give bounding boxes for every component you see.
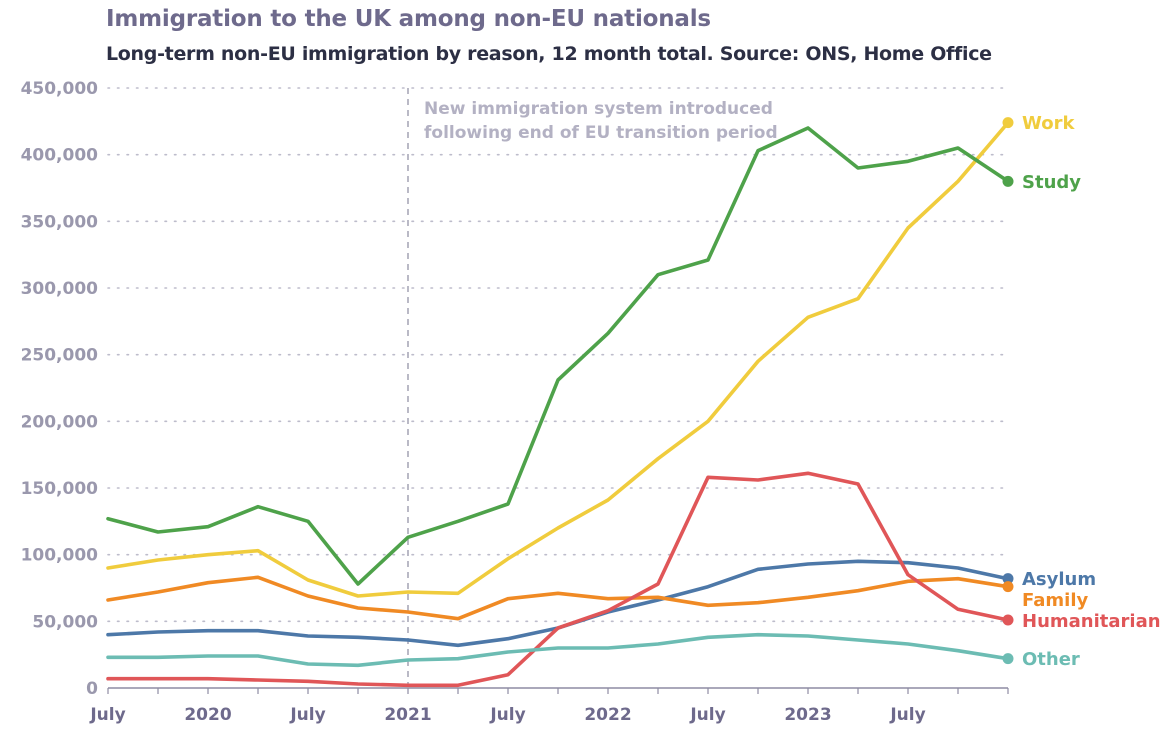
x-tick-label: July xyxy=(889,705,925,725)
series-label-study: Study xyxy=(1022,172,1081,193)
series-label-humanitarian: Humanitarian xyxy=(1022,611,1161,632)
y-tick-label: 50,000 xyxy=(32,612,98,632)
gridlines xyxy=(107,87,1009,623)
series-line-other xyxy=(106,632,1010,668)
x-tick-label: July xyxy=(89,705,125,725)
chart-title: Immigration to the UK among non-EU natio… xyxy=(106,6,711,32)
series-line-humanitarian xyxy=(106,471,1010,688)
x-tick-label: July xyxy=(489,705,525,725)
x-tick-label: 2023 xyxy=(784,705,831,725)
series-label-work: Work xyxy=(1022,113,1075,134)
y-tick-label: 150,000 xyxy=(21,479,99,499)
series-line-study xyxy=(106,126,1010,586)
series-end-point-humanitarian xyxy=(1002,614,1014,626)
annotation-text: New immigration system introduced xyxy=(424,99,773,119)
y-tick-label: 200,000 xyxy=(21,412,99,432)
y-tick-label: 350,000 xyxy=(21,212,99,232)
y-tick-label: 250,000 xyxy=(21,346,99,366)
series-end-point-study xyxy=(1002,175,1014,187)
y-tick-label: 450,000 xyxy=(21,79,99,99)
y-axis: 0 50,000 100,000 150,000 200,000 250,000 300,0… xyxy=(21,79,99,699)
x-tick-label: July xyxy=(289,705,325,725)
series-line-asylum xyxy=(106,559,1010,648)
series-end-point-asylum xyxy=(1002,573,1014,585)
x-tick-label: 2022 xyxy=(584,705,631,725)
series-lines xyxy=(106,117,1014,688)
annotation-text: following end of EU transition period xyxy=(424,123,778,143)
series-end-point-work xyxy=(1002,117,1014,129)
series-label-asylum: Asylum xyxy=(1022,569,1096,590)
y-tick-label: 0 xyxy=(86,679,98,699)
y-tick-label: 400,000 xyxy=(21,146,99,166)
series-line-work xyxy=(106,120,1010,598)
annotation: New immigration system introduced followi… xyxy=(407,88,778,688)
series-label-other: Other xyxy=(1022,649,1080,670)
series-line-family xyxy=(106,575,1010,621)
series-end-point-family xyxy=(1002,581,1014,593)
x-tick-label: 2020 xyxy=(184,705,231,725)
y-tick-label: 100,000 xyxy=(21,546,99,566)
x-axis: July 2020 July 2021 July 2022 July 2023 July xyxy=(89,687,1009,725)
series-label-family: Family xyxy=(1022,590,1088,611)
x-tick-label: July xyxy=(689,705,725,725)
y-tick-label: 300,000 xyxy=(21,279,99,299)
chart-subtitle: Long-term non-EU immigration by reason, … xyxy=(106,43,992,65)
series-end-point-other xyxy=(1002,653,1014,665)
x-tick-label: 2021 xyxy=(384,705,431,725)
